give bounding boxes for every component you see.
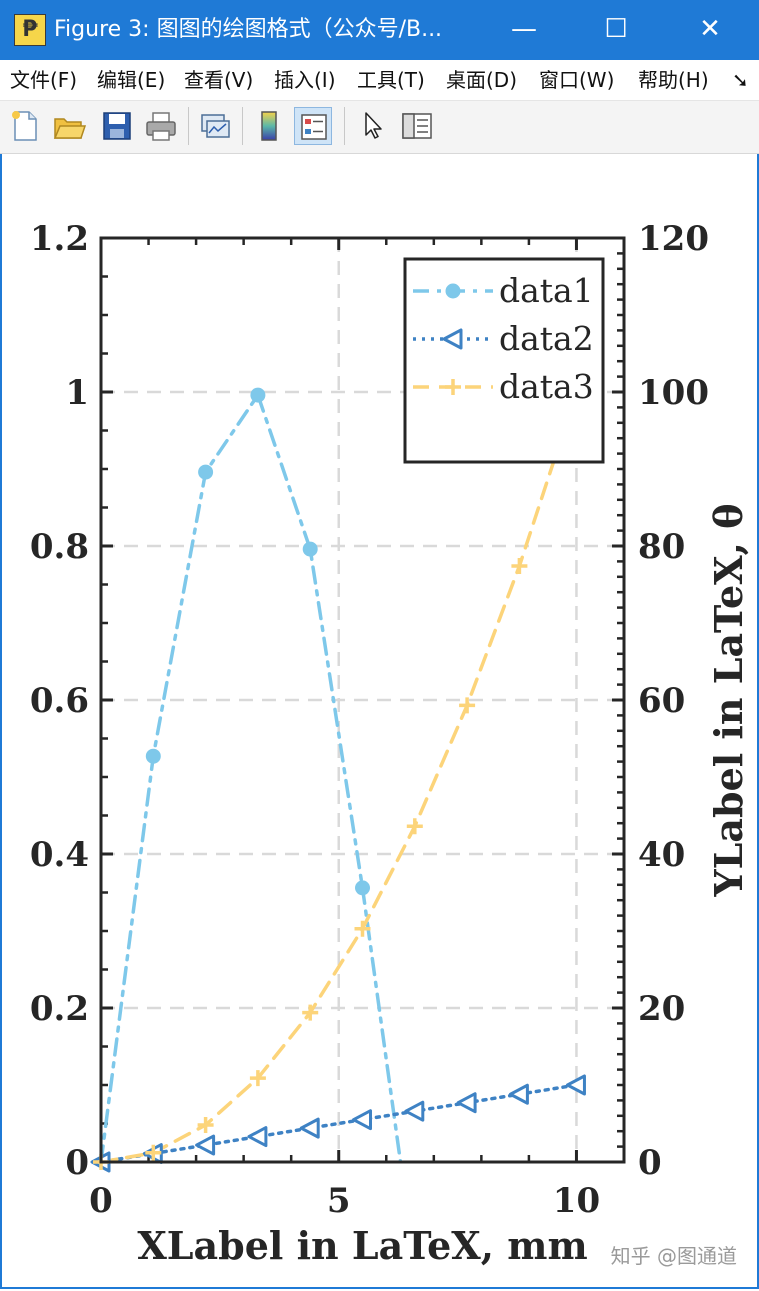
legend-marker-data2 <box>442 328 463 350</box>
y-tick-label-right: 100 <box>638 373 709 413</box>
menu-overflow-icon[interactable]: ➘ <box>732 68 749 92</box>
data-point-data3 <box>459 697 476 714</box>
y-tick-label-right: 0 <box>638 1143 662 1183</box>
toolbar-separator <box>344 107 345 145</box>
y-tick-label-left: 0 <box>65 1143 89 1183</box>
data-point-data1 <box>250 387 266 403</box>
title-bar: ₱ Figure 3: 图图的绘图格式（公众号/B... — ☐ ✕ <box>0 0 759 60</box>
x-axis-label: XLabel in LaTeX, mm <box>137 1223 587 1268</box>
watermark: 知乎 @图通道 <box>610 1244 737 1268</box>
legend-label-data1: data1 <box>499 271 594 310</box>
print-icon[interactable] <box>142 107 180 145</box>
data-point-data3 <box>406 818 423 835</box>
data-point-data2 <box>247 1126 268 1148</box>
legend-label-data3: data3 <box>499 367 594 406</box>
data-point-data1 <box>355 880 370 896</box>
data-point-data3 <box>511 558 528 575</box>
toolbar-separator <box>188 107 189 145</box>
series-line-data3[interactable] <box>101 390 579 1162</box>
y-tick-label-left: 0.2 <box>30 989 89 1029</box>
y-tick-label-left: 0.8 <box>30 527 89 567</box>
data-point-data1 <box>198 464 214 480</box>
property-inspector-icon[interactable] <box>398 107 436 145</box>
y-tick-label-left: 1 <box>65 373 89 413</box>
menu-help[interactable]: 帮助(H) <box>638 68 709 92</box>
matlab-figure-icon: ₱ <box>14 14 46 46</box>
close-button[interactable]: ✕ <box>699 14 721 44</box>
legend-label-data2: data2 <box>499 319 594 358</box>
menu-bar: 文件(F) 编辑(E) 查看(V) 插入(I) 工具(T) 桌面(D) 窗口(W… <box>0 60 759 101</box>
menu-edit[interactable]: 编辑(E) <box>97 68 166 92</box>
menu-desktop[interactable]: 桌面(D) <box>446 68 518 92</box>
series-line-data2[interactable] <box>101 1083 579 1162</box>
y-tick-label-right: 80 <box>638 527 685 567</box>
data-point-data1 <box>145 748 161 764</box>
y-axis-label-right: YLabel in LaTeX, θ <box>706 504 751 898</box>
menu-window[interactable]: 窗口(W) <box>539 68 615 92</box>
new-figure-icon[interactable] <box>6 107 44 145</box>
data-point-data2 <box>456 1092 477 1114</box>
legend-icon[interactable] <box>294 107 332 145</box>
link-plot-icon[interactable] <box>196 107 234 145</box>
menu-tools[interactable]: 工具(T) <box>357 68 425 92</box>
data-point-data3 <box>197 1117 214 1134</box>
colorbar-icon[interactable] <box>250 107 288 145</box>
y-tick-label-right: 60 <box>638 681 685 721</box>
y-tick-label-right: 40 <box>638 835 685 875</box>
toolbar-separator <box>242 107 243 145</box>
save-icon[interactable] <box>98 107 136 145</box>
legend-box[interactable] <box>403 257 605 464</box>
pointer-icon[interactable] <box>354 107 392 145</box>
x-tick-label: 5 <box>327 1181 351 1221</box>
data-point-data1 <box>302 541 318 557</box>
legend-marker-data3 <box>445 379 461 395</box>
data-point-data3 <box>145 1144 162 1161</box>
data-point-data3 <box>302 1004 319 1021</box>
open-file-icon[interactable] <box>50 107 88 145</box>
x-tick-label: 10 <box>553 1181 600 1221</box>
y-tick-label-left: 0.6 <box>30 681 89 721</box>
menu-file[interactable]: 文件(F) <box>10 68 78 92</box>
data-point-data3 <box>354 920 371 937</box>
maximize-button[interactable]: ☐ <box>604 14 628 44</box>
data-point-data2 <box>508 1083 529 1105</box>
data-point-data2 <box>352 1109 372 1131</box>
data-point-data2 <box>299 1117 320 1139</box>
data-point-data2 <box>195 1134 216 1156</box>
figure-canvas: 0 5 10 0 0.2 0.4 0.6 0.8 1 1.2 0 20 40 60 80 100 120 dat… <box>0 154 759 1289</box>
legend-marker-data1 <box>445 283 461 299</box>
menu-view[interactable]: 查看(V) <box>184 68 254 92</box>
data-point-data2 <box>565 1074 586 1096</box>
data-point-data3 <box>249 1070 266 1087</box>
y-tick-label-right: 120 <box>638 219 709 259</box>
menu-insert[interactable]: 插入(I) <box>274 68 336 92</box>
minimize-button[interactable]: — <box>511 14 537 44</box>
y-tick-label-left: 0.4 <box>30 835 89 875</box>
window-title: Figure 3: 图图的绘图格式（公众号/B... <box>54 17 443 42</box>
x-tick-label: 0 <box>89 1181 113 1221</box>
data-point-data2 <box>404 1100 425 1122</box>
y-tick-label-right: 20 <box>638 989 685 1029</box>
y-tick-label-left: 1.2 <box>30 219 89 259</box>
axes-box <box>99 236 626 1164</box>
figure-toolbar <box>0 101 759 154</box>
